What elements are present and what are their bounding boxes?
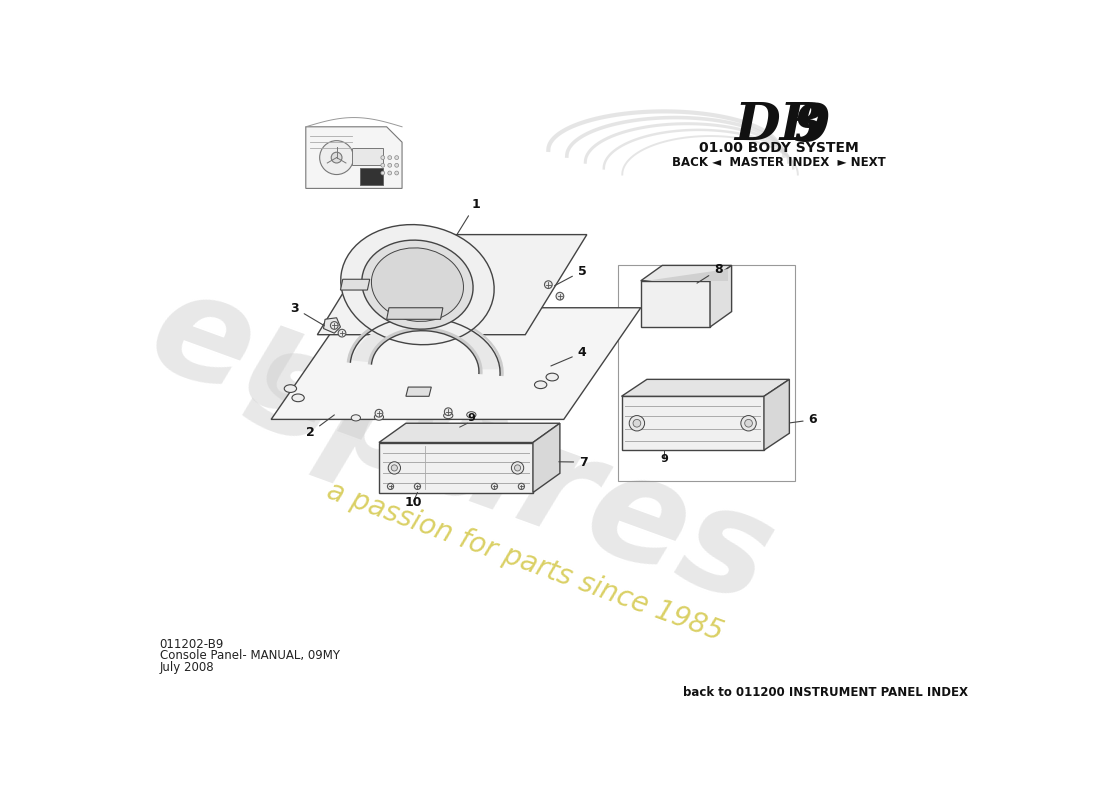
- Text: 10: 10: [405, 496, 422, 509]
- Circle shape: [388, 156, 392, 159]
- Polygon shape: [323, 318, 341, 333]
- Polygon shape: [711, 266, 732, 327]
- Circle shape: [387, 483, 394, 490]
- Polygon shape: [640, 281, 711, 327]
- Circle shape: [518, 483, 525, 490]
- Circle shape: [741, 415, 757, 431]
- Ellipse shape: [546, 373, 559, 381]
- Circle shape: [557, 292, 564, 300]
- Circle shape: [544, 281, 552, 289]
- Circle shape: [381, 156, 385, 159]
- Text: 2: 2: [306, 415, 334, 439]
- Circle shape: [388, 462, 400, 474]
- Text: back to 011200 INSTRUMENT PANEL INDEX: back to 011200 INSTRUMENT PANEL INDEX: [683, 686, 968, 699]
- Bar: [618, 266, 795, 481]
- Text: 9: 9: [660, 454, 668, 464]
- Text: BACK ◄  MASTER INDEX  ► NEXT: BACK ◄ MASTER INDEX ► NEXT: [672, 156, 887, 169]
- Text: 01.00 BODY SYSTEM: 01.00 BODY SYSTEM: [700, 142, 859, 155]
- Circle shape: [381, 171, 385, 175]
- Polygon shape: [341, 279, 370, 290]
- Circle shape: [512, 462, 524, 474]
- Ellipse shape: [341, 225, 494, 345]
- Bar: [621, 396, 763, 450]
- Circle shape: [629, 415, 645, 431]
- Circle shape: [745, 419, 752, 427]
- Polygon shape: [621, 379, 790, 396]
- Ellipse shape: [374, 414, 384, 420]
- Text: 8: 8: [697, 263, 723, 283]
- Circle shape: [392, 465, 397, 471]
- Polygon shape: [406, 387, 431, 396]
- Ellipse shape: [443, 413, 453, 418]
- Circle shape: [415, 483, 420, 490]
- Text: Console Panel- MANUAL, 09MY: Console Panel- MANUAL, 09MY: [160, 650, 340, 662]
- Text: 011202-B9: 011202-B9: [160, 638, 224, 650]
- Polygon shape: [271, 308, 640, 419]
- Ellipse shape: [351, 414, 361, 421]
- Ellipse shape: [362, 240, 473, 329]
- Text: DB: DB: [734, 100, 825, 150]
- Text: a passion for parts since 1985: a passion for parts since 1985: [323, 477, 727, 646]
- Ellipse shape: [372, 248, 463, 322]
- Polygon shape: [306, 126, 403, 188]
- Text: 3: 3: [290, 302, 324, 326]
- Circle shape: [492, 483, 497, 490]
- Circle shape: [395, 163, 398, 167]
- Circle shape: [395, 156, 398, 159]
- Ellipse shape: [535, 381, 547, 389]
- Ellipse shape: [292, 394, 305, 402]
- Ellipse shape: [284, 385, 297, 393]
- Circle shape: [320, 141, 353, 174]
- Text: spares: spares: [229, 314, 791, 633]
- Circle shape: [375, 410, 383, 417]
- Polygon shape: [645, 270, 728, 281]
- Bar: [360, 168, 383, 185]
- Polygon shape: [387, 308, 443, 319]
- Circle shape: [338, 330, 345, 337]
- Text: 9: 9: [468, 413, 475, 423]
- Polygon shape: [318, 234, 587, 334]
- Circle shape: [634, 419, 641, 427]
- Circle shape: [515, 465, 520, 471]
- Polygon shape: [534, 423, 560, 493]
- Text: 7: 7: [559, 456, 587, 469]
- Polygon shape: [763, 379, 790, 450]
- Circle shape: [388, 163, 392, 167]
- Text: July 2008: July 2008: [160, 661, 215, 674]
- Text: 6: 6: [790, 414, 817, 426]
- Text: euro: euro: [132, 258, 534, 519]
- Circle shape: [331, 152, 342, 163]
- Text: 9: 9: [793, 102, 830, 152]
- Text: 4: 4: [551, 346, 586, 366]
- Bar: [378, 442, 534, 493]
- Polygon shape: [378, 423, 560, 442]
- Circle shape: [388, 171, 392, 175]
- Ellipse shape: [466, 412, 476, 418]
- Circle shape: [444, 408, 452, 415]
- Bar: [352, 148, 383, 166]
- Circle shape: [330, 322, 338, 330]
- Circle shape: [395, 171, 398, 175]
- Text: 5: 5: [554, 265, 586, 286]
- Polygon shape: [352, 318, 499, 370]
- Polygon shape: [640, 266, 732, 281]
- Circle shape: [381, 163, 385, 167]
- Text: 1: 1: [458, 198, 480, 234]
